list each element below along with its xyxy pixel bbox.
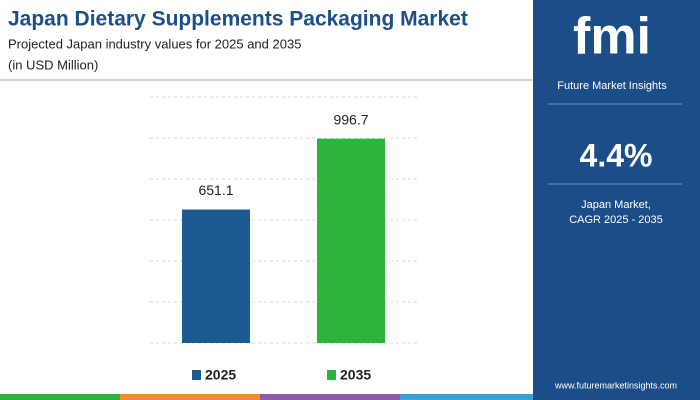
stripe <box>120 394 260 400</box>
sidebar-panel <box>533 0 700 400</box>
legend-swatch <box>192 370 201 380</box>
stripe <box>400 394 533 400</box>
market-label: Japan Market, <box>581 199 651 211</box>
stripe <box>260 394 400 400</box>
data-label: 996.7 <box>333 111 368 127</box>
url: www.futuremarketinsights.com <box>554 380 677 390</box>
legend-swatch <box>327 370 336 380</box>
legend-label: 2035 <box>340 367 371 383</box>
plot-area: 651.1 2025 996.7 2035 <box>150 96 420 383</box>
data-label: 651.1 <box>198 182 233 198</box>
chart-subtitle: Projected Japan industry values for 2025… <box>8 36 301 51</box>
cagr-value: 4.4% <box>580 137 653 173</box>
logo: fmi <box>573 8 651 66</box>
bottom-stripe <box>0 394 533 400</box>
bar <box>317 138 385 343</box>
period-label: CAGR 2025 - 2035 <box>569 214 663 226</box>
unit-note: (in USD Million) <box>8 57 98 72</box>
brand: Future Market Insights <box>557 80 667 92</box>
bar <box>182 209 250 343</box>
chart-title: Japan Dietary Supplements Packaging Mark… <box>8 8 468 31</box>
stripe <box>0 394 120 400</box>
legend-label: 2025 <box>205 367 236 383</box>
